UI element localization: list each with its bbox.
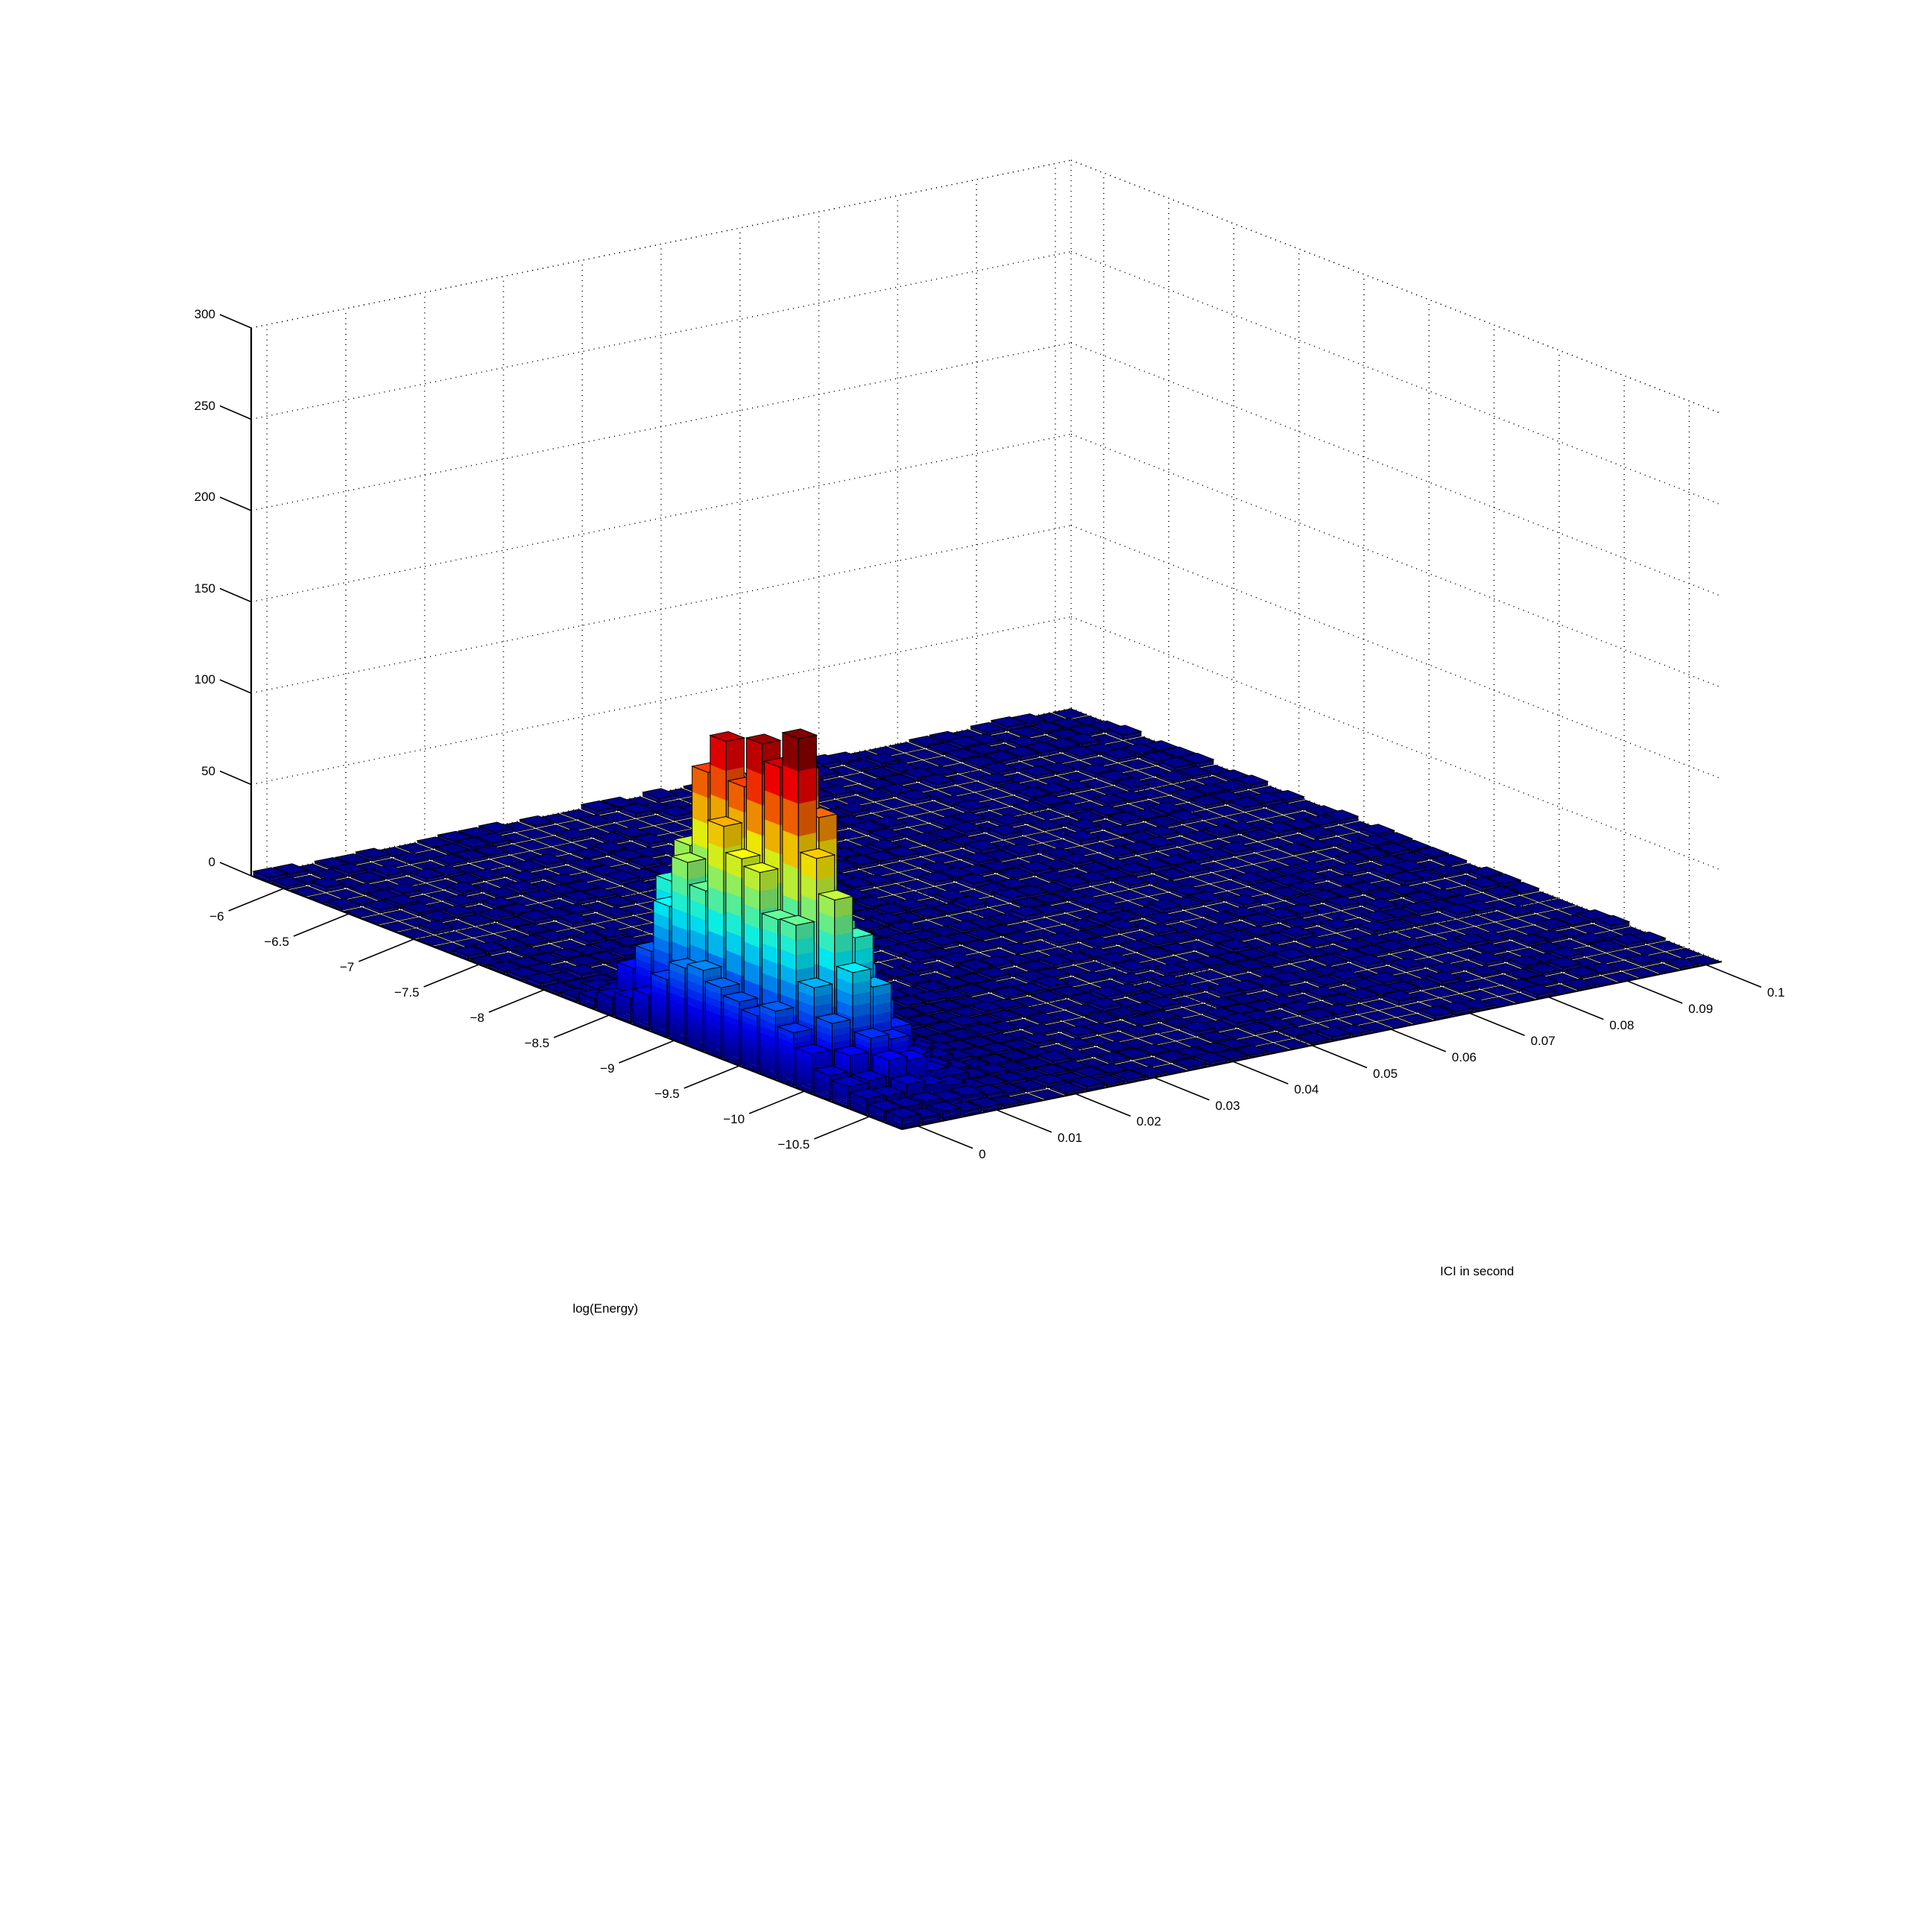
- y-tick-6: 0.06: [1451, 1049, 1477, 1064]
- z-tick-300: 300: [194, 307, 215, 321]
- z-tick-250: 250: [194, 398, 215, 413]
- x-tick-0: −6: [209, 909, 224, 924]
- y-axis-title: ICI in second: [1440, 1264, 1515, 1278]
- z-tick-0: 0: [208, 855, 215, 869]
- y-tick-5: 0.05: [1373, 1066, 1398, 1081]
- y-tick-4: 0.04: [1294, 1082, 1319, 1097]
- y-tick-7: 0.07: [1530, 1034, 1556, 1049]
- histogram-bars: [252, 708, 1721, 1129]
- tick-marks: [219, 314, 1762, 1149]
- y-tick-8: 0.08: [1609, 1017, 1635, 1032]
- x-tick-5: −8.5: [524, 1036, 550, 1050]
- x-tick-6: −9: [600, 1061, 615, 1076]
- x-axis-title: log(Energy): [572, 1301, 639, 1316]
- z-tick-200: 200: [194, 490, 215, 504]
- y-tick-3: 0.03: [1215, 1098, 1240, 1113]
- x-tick-2: −7: [339, 960, 355, 974]
- x-tick-7: −9.5: [654, 1087, 680, 1101]
- x-tick-8: −10: [723, 1112, 745, 1126]
- z-tick-100: 100: [194, 672, 215, 686]
- z-tick-150: 150: [194, 581, 215, 596]
- z-tick-50: 50: [201, 763, 215, 778]
- x-tick-4: −8: [470, 1011, 484, 1025]
- x-tick-9: −10.5: [777, 1137, 810, 1152]
- y-tick-9: 0.09: [1688, 1001, 1714, 1016]
- y-tick-1: 0.01: [1057, 1131, 1083, 1146]
- x-tick-1: −6.5: [264, 935, 289, 949]
- y-tick-0: 0: [979, 1146, 986, 1161]
- y-tick-10: 0.1: [1767, 985, 1785, 1000]
- y-tick-2: 0.02: [1136, 1114, 1161, 1129]
- x-tick-3: −7.5: [394, 985, 420, 1000]
